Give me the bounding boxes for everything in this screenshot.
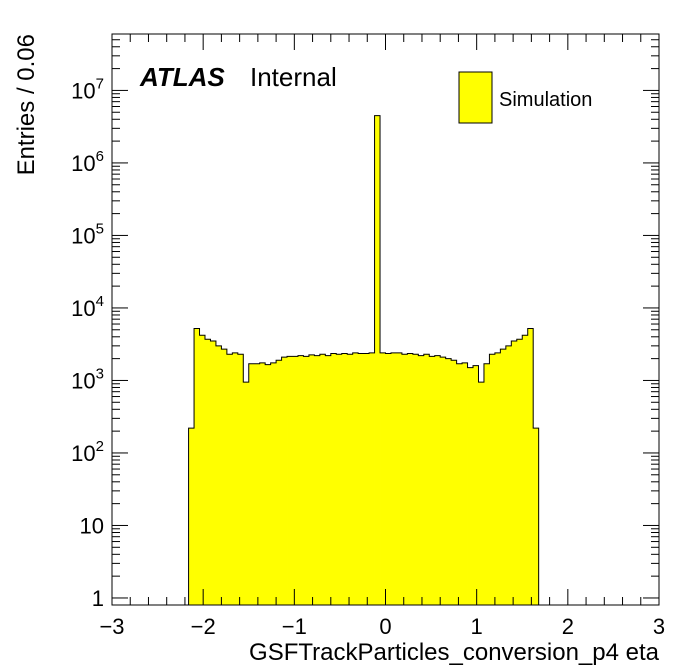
histogram-bin [292,356,299,605]
histogram-bin [248,363,255,605]
histogram-bars [188,115,540,606]
histogram-bin [489,354,496,605]
x-axis-label: GSFTrackParticles_conversion_p4 eta [249,639,660,666]
x-tick-labels: −3 −2 −1 0 1 2 3 [99,614,665,639]
x-tick-label: 1 [471,614,483,639]
legend-label-simulation: Simulation [499,89,592,111]
histogram-bin [363,353,370,605]
histogram-bin [287,356,293,605]
histogram-bin [270,362,277,605]
histogram-bin [276,360,282,605]
histogram-bin [451,360,458,605]
histogram-bin [369,352,375,605]
histogram-bin [325,355,332,605]
histogram-bin [473,365,479,605]
histogram-bin [341,353,348,605]
y-tick-label: 104 [71,293,104,321]
x-tick-label: −1 [282,614,307,639]
x-tick-label: −2 [191,614,216,639]
histogram-bin [281,357,288,605]
histogram-bin [478,382,485,605]
legend-swatch-simulation [458,71,493,124]
histogram-bin [429,356,436,605]
histogram-bin [407,353,414,605]
histogram-bin [374,115,381,606]
atlas-label-bold: ATLAS [139,62,225,92]
axis-ticks [111,33,660,605]
histogram-bin [199,335,206,605]
histogram-bin [226,354,233,605]
histogram-bin [210,341,217,605]
histogram-bin [483,363,490,605]
y-tick-label: 106 [71,148,104,176]
x-tick-label: 0 [379,614,391,639]
histogram-bin [401,354,408,605]
histogram-outline [188,115,540,605]
histogram-bin [297,355,304,605]
histogram-bin [505,345,512,605]
histogram-bin [259,362,266,605]
histogram-bin [494,352,501,605]
histogram-bin [456,363,463,605]
histogram-bin [254,363,261,605]
histogram-bin [243,382,250,605]
histogram-bin [237,354,244,605]
histogram-bin [314,355,321,605]
legend: Simulation [458,71,592,124]
atlas-label-internal: Internal [250,62,337,92]
y-tick-label: 103 [71,365,104,393]
histogram-bin [390,352,397,605]
histogram-bin [396,352,403,605]
histogram-bin [221,349,228,605]
histogram-bin [215,345,222,605]
histogram-bin [412,354,419,605]
histogram-bin [527,328,534,605]
y-tick-label: 102 [71,438,104,466]
histogram-bin [336,354,343,605]
histogram-bin [533,428,540,605]
histogram-bin [188,428,195,605]
x-tick-label: 2 [562,614,574,639]
y-tick-label: 1 [92,586,104,611]
y-tick-label: 105 [71,220,104,248]
histogram-bin [265,364,272,605]
histogram-bin [434,355,441,605]
histogram-bin [330,353,337,605]
atlas-label: ATLAS Internal [139,62,337,92]
histogram-bin [445,358,452,605]
histogram-bin [319,354,326,605]
histogram-bin [418,355,425,605]
histogram-bin [194,328,200,605]
histogram-bin [500,349,507,605]
histogram-bin [308,354,315,605]
histogram-bin [467,367,474,605]
histogram-bin [380,352,386,605]
histogram-bin [440,357,447,605]
histogram-bin [423,354,430,605]
x-tick-label: −3 [99,614,124,639]
x-tick-label: 3 [653,614,665,639]
histogram-bin [385,353,392,605]
y-tick-label: 10 [80,513,104,538]
histogram-bin [347,354,354,605]
histogram-bin [232,352,239,605]
histogram-bin [303,356,310,605]
histogram-bin [352,352,359,605]
histogram-bin [511,341,518,605]
histogram-bin [358,353,365,605]
histogram-bin [516,339,523,605]
histogram-bin [462,362,468,605]
y-tick-labels: 1 10 102 103 104 105 106 107 [71,75,104,611]
histogram-bin [204,339,211,605]
y-tick-label: 107 [71,75,104,103]
y-axis-label: Entries / 0.06 [13,34,40,175]
histogram-bin [522,335,529,605]
